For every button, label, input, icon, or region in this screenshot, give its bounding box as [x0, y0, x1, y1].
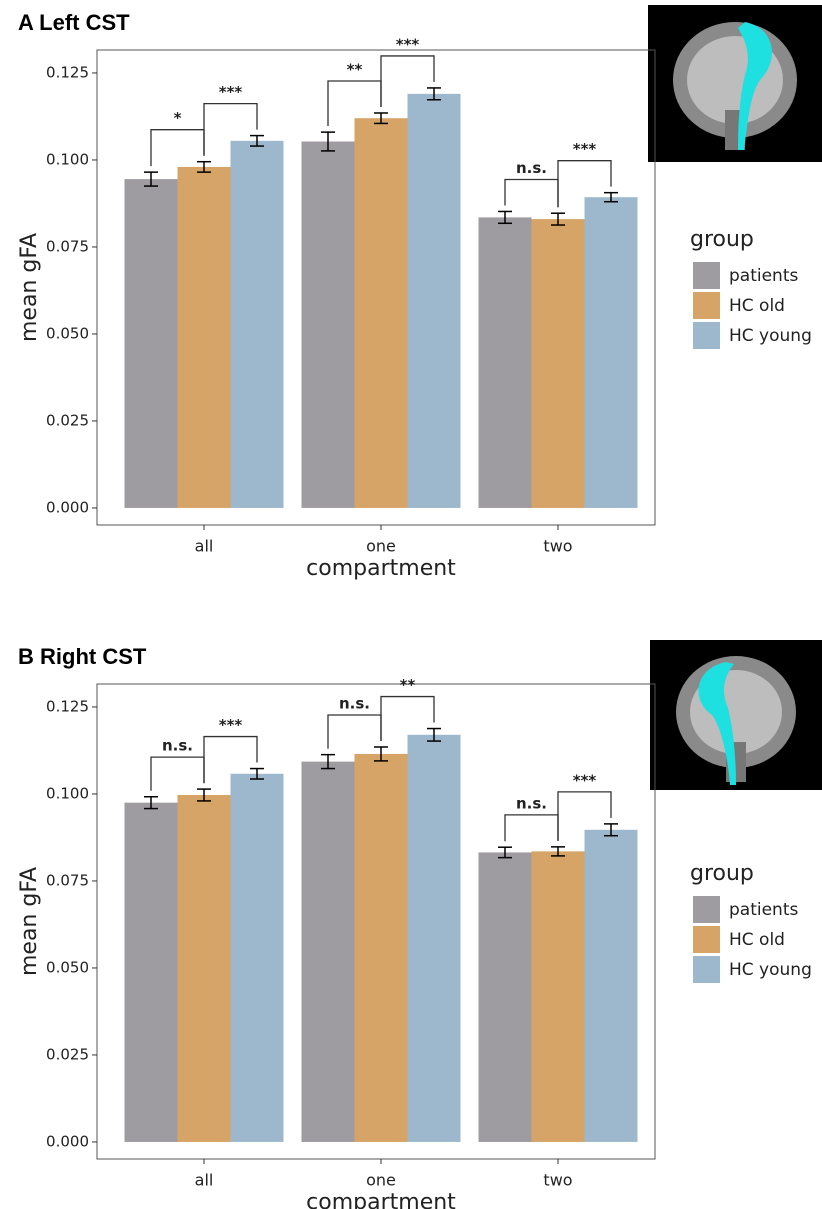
x-tick-label: all: [195, 1171, 214, 1190]
y-tick-label: 0.125: [46, 63, 89, 81]
x-tick-label: two: [543, 1171, 572, 1190]
bar: [479, 852, 532, 1142]
significance-bracket: [381, 697, 434, 741]
x-tick-label: one: [366, 537, 396, 556]
y-axis-label: mean gFA: [17, 233, 42, 342]
significance-bracket: [151, 130, 204, 166]
x-tick-label: one: [366, 1171, 396, 1190]
y-tick-label: 0.000: [46, 1132, 89, 1150]
bar: [302, 142, 355, 508]
bar: [355, 118, 408, 508]
bar: [231, 141, 284, 508]
bar: [178, 167, 231, 508]
chart-title: B Right CST: [18, 644, 147, 669]
bar: [479, 217, 532, 508]
y-tick-label: 0.025: [46, 411, 89, 429]
y-tick-label: 0.100: [46, 150, 89, 168]
significance-label: *: [174, 109, 182, 127]
significance-label: ***: [219, 716, 243, 734]
legend-title: group: [690, 861, 754, 886]
y-axis-label: mean gFA: [17, 867, 42, 976]
significance-label: n.s.: [516, 794, 547, 812]
significance-bracket: [505, 179, 558, 207]
legend-key: [693, 262, 720, 289]
legend-key: [693, 292, 720, 319]
brain-image: [650, 640, 822, 790]
significance-label: n.s.: [516, 159, 547, 177]
bar: [125, 179, 178, 508]
significance-label: **: [347, 60, 363, 78]
y-tick-label: 0.075: [46, 237, 89, 255]
significance-label: ***: [219, 83, 243, 101]
brain-image: [648, 5, 822, 162]
legend-key: [693, 956, 720, 983]
x-tick-label: two: [543, 537, 572, 556]
bar: [408, 94, 461, 508]
legend-title: group: [690, 227, 754, 252]
significance-label: **: [400, 676, 416, 694]
significance-label: n.s.: [162, 737, 193, 755]
legend-key: [693, 926, 720, 953]
bar: [178, 795, 231, 1142]
significance-bracket: [328, 715, 381, 749]
significance-bracket: [151, 757, 204, 791]
bar: [302, 762, 355, 1142]
legend-label: patients: [729, 266, 798, 286]
legend-key: [693, 896, 720, 923]
y-tick-label: 0.050: [46, 958, 89, 976]
y-tick-label: 0.075: [46, 871, 89, 889]
bar: [125, 803, 178, 1142]
legend-label: HC young: [729, 326, 812, 346]
legend-label: HC old: [729, 296, 785, 316]
y-tick-label: 0.050: [46, 324, 89, 342]
legend-label: HC old: [729, 930, 785, 950]
legend-label: patients: [729, 900, 798, 920]
y-tick-label: 0.025: [46, 1045, 89, 1063]
x-tick-label: all: [195, 537, 214, 556]
bar: [532, 219, 585, 508]
figure: A Left CST 0.000 0.025 0.050 0.075 0.100 0.125…: [0, 0, 822, 1209]
significance-label: ***: [573, 140, 597, 158]
bar: [585, 197, 638, 508]
bar: [408, 735, 461, 1142]
bar: [231, 774, 284, 1142]
bar: [355, 754, 408, 1142]
bar: [532, 851, 585, 1142]
bar: [585, 830, 638, 1142]
chart-title: A Left CST: [18, 10, 130, 35]
y-tick-label: 0.125: [46, 697, 89, 715]
x-axis-label: compartment: [306, 1190, 456, 1209]
legend-label: HC young: [729, 960, 812, 980]
y-tick-label: 0.100: [46, 784, 89, 802]
x-axis-label: compartment: [306, 556, 456, 581]
significance-label: n.s.: [339, 694, 370, 712]
significance-label: ***: [573, 771, 597, 789]
significance-label: ***: [396, 35, 420, 53]
y-tick-label: 0.000: [46, 498, 89, 516]
legend-key: [693, 322, 720, 349]
significance-bracket: [505, 815, 558, 841]
